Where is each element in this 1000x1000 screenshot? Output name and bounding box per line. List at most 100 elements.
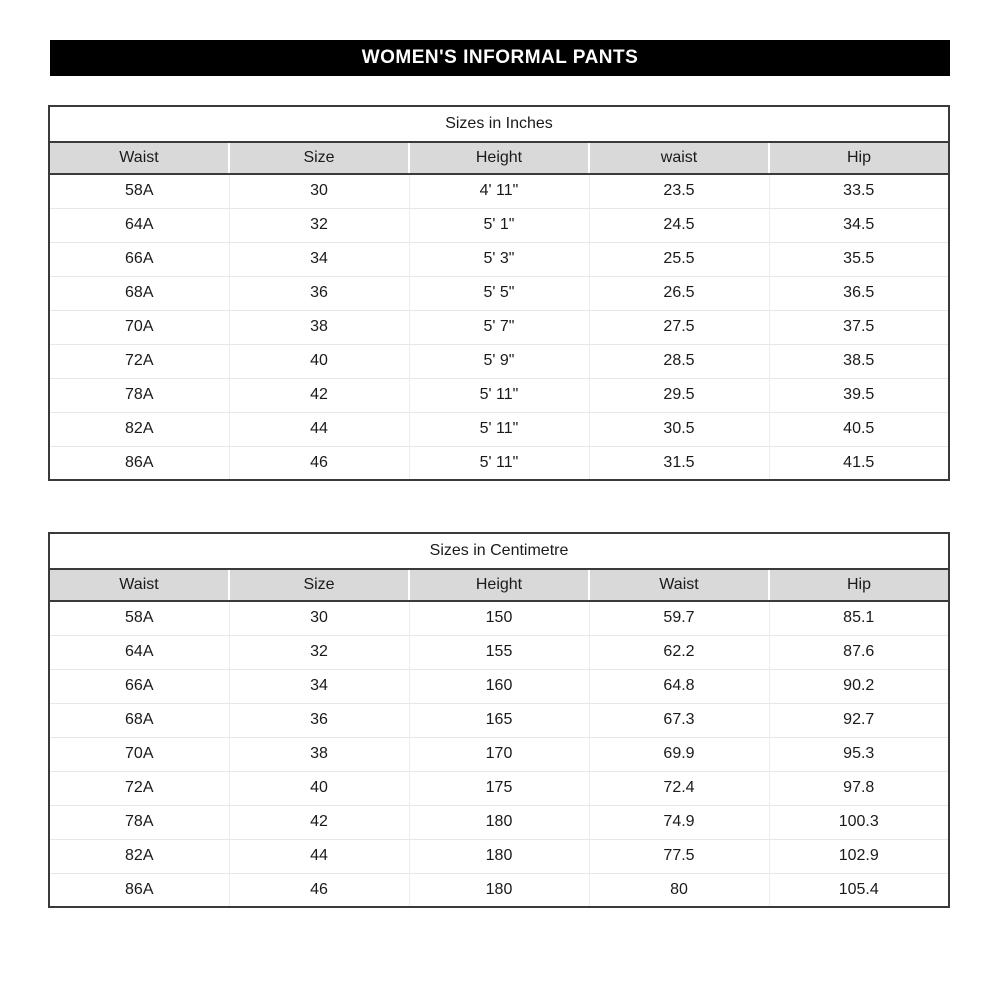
table-cell: 150 (408, 600, 589, 635)
table-cell: 28.5 (588, 343, 769, 378)
size-table-inches: Sizes in Inches Waist Size Height waist Hip 58… (48, 105, 950, 481)
table-cell: 27.5 (588, 309, 769, 344)
table-cell: 33.5 (768, 173, 949, 208)
column-header: Hip (768, 141, 949, 175)
table-cell: 31.5 (588, 445, 769, 480)
table-cell: 32 (228, 207, 409, 242)
table-row: 66A 34 5' 3" 25.5 35.5 (49, 241, 949, 276)
table-cell: 23.5 (588, 173, 769, 208)
table-cell: 69.9 (588, 736, 769, 771)
table-cell: 5' 1" (408, 207, 589, 242)
column-header: Waist (49, 568, 229, 602)
table-title-row: Sizes in Inches (49, 106, 949, 143)
table-row: 64A 32 155 62.2 87.6 (49, 634, 949, 669)
table-cell: 70A (49, 736, 229, 771)
table-cell: 95.3 (768, 736, 949, 771)
table-cell: 180 (408, 838, 589, 873)
table-row: 70A 38 170 69.9 95.3 (49, 736, 949, 771)
table-cell: 4' 11" (408, 173, 589, 208)
table-cell: 24.5 (588, 207, 769, 242)
table-row: 86A 46 5' 11" 31.5 41.5 (49, 445, 949, 480)
table-cell: 5' 9" (408, 343, 589, 378)
table-cell: 34 (228, 668, 409, 703)
page-title-banner: WOMEN'S INFORMAL PANTS (50, 40, 950, 76)
table-cell: 105.4 (768, 872, 949, 907)
table-header-row: Waist Size Height waist Hip (49, 141, 949, 175)
table-cell: 86A (49, 445, 229, 480)
table-row: 68A 36 165 67.3 92.7 (49, 702, 949, 737)
table-cell: 180 (408, 872, 589, 907)
table-cell: 59.7 (588, 600, 769, 635)
table-cell: 87.6 (768, 634, 949, 669)
table-row: 78A 42 180 74.9 100.3 (49, 804, 949, 839)
table-cell: 44 (228, 411, 409, 446)
table-cell: 68A (49, 275, 229, 310)
table-cell: 80 (588, 872, 769, 907)
table-cell: 5' 5" (408, 275, 589, 310)
table-cell: 78A (49, 377, 229, 412)
table-cell: 82A (49, 411, 229, 446)
table-cell: 85.1 (768, 600, 949, 635)
table-cell: 66A (49, 668, 229, 703)
table-cell: 26.5 (588, 275, 769, 310)
table-row: 58A 30 4' 11" 23.5 33.5 (49, 173, 949, 208)
table-cell: 46 (228, 445, 409, 480)
table-title-row: Sizes in Centimetre (49, 533, 949, 570)
column-header: Hip (768, 568, 949, 602)
table-cell: 72A (49, 343, 229, 378)
table-cell: 100.3 (768, 804, 949, 839)
size-table-centimetre: Sizes in Centimetre Waist Size Height Waist H… (48, 532, 950, 908)
table-cell: 40.5 (768, 411, 949, 446)
table-cell: 35.5 (768, 241, 949, 276)
table-cell: 39.5 (768, 377, 949, 412)
table-cell: 30 (228, 173, 409, 208)
table-cell: 72A (49, 770, 229, 805)
table-row: 82A 44 180 77.5 102.9 (49, 838, 949, 873)
table-cell: 38.5 (768, 343, 949, 378)
table-cell: 36 (228, 275, 409, 310)
table-cell: 77.5 (588, 838, 769, 873)
table-title: Sizes in Centimetre (49, 533, 949, 570)
table-row: 82A 44 5' 11" 30.5 40.5 (49, 411, 949, 446)
table-row: 72A 40 175 72.4 97.8 (49, 770, 949, 805)
table-row: 58A 30 150 59.7 85.1 (49, 600, 949, 635)
table-cell: 46 (228, 872, 409, 907)
table-row: 78A 42 5' 11" 29.5 39.5 (49, 377, 949, 412)
table-cell: 68A (49, 702, 229, 737)
column-header: Height (408, 141, 589, 175)
table-cell: 42 (228, 377, 409, 412)
table-cell: 38 (228, 309, 409, 344)
table-row: 86A 46 180 80 105.4 (49, 872, 949, 907)
table-row: 70A 38 5' 7" 27.5 37.5 (49, 309, 949, 344)
table-cell: 36 (228, 702, 409, 737)
table-cell: 170 (408, 736, 589, 771)
table-cell: 36.5 (768, 275, 949, 310)
table-cell: 86A (49, 872, 229, 907)
table-cell: 5' 11" (408, 377, 589, 412)
table-cell: 32 (228, 634, 409, 669)
table-cell: 64A (49, 634, 229, 669)
table-cell: 37.5 (768, 309, 949, 344)
table-cell: 5' 11" (408, 411, 589, 446)
table-header-row: Waist Size Height Waist Hip (49, 568, 949, 602)
table-cell: 155 (408, 634, 589, 669)
table-cell: 97.8 (768, 770, 949, 805)
table-cell: 58A (49, 173, 229, 208)
table-cell: 67.3 (588, 702, 769, 737)
column-header: Waist (588, 568, 769, 602)
column-header: Size (228, 568, 409, 602)
table-cell: 29.5 (588, 377, 769, 412)
table-cell: 175 (408, 770, 589, 805)
table-cell: 82A (49, 838, 229, 873)
column-header: waist (588, 141, 769, 175)
column-header: Size (228, 141, 409, 175)
table-row: 72A 40 5' 9" 28.5 38.5 (49, 343, 949, 378)
table-cell: 160 (408, 668, 589, 703)
table-cell: 102.9 (768, 838, 949, 873)
table-cell: 5' 3" (408, 241, 589, 276)
table-cell: 44 (228, 838, 409, 873)
table-cell: 40 (228, 770, 409, 805)
table-row: 66A 34 160 64.8 90.2 (49, 668, 949, 703)
table-cell: 74.9 (588, 804, 769, 839)
